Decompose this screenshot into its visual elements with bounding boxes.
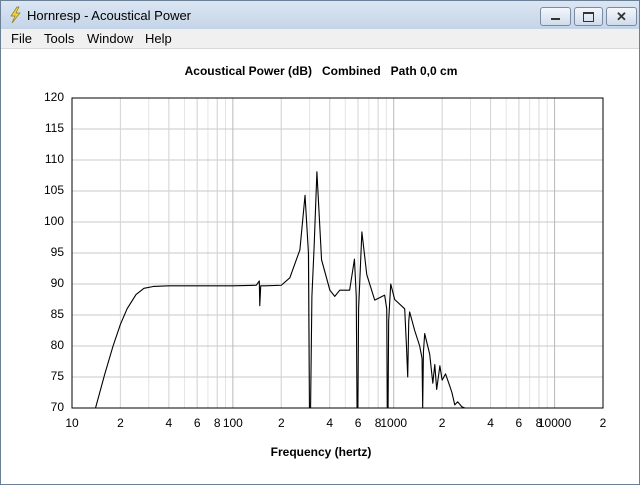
menu-item[interactable]: Tools	[44, 31, 75, 46]
x-tick-label: 4	[487, 416, 494, 430]
y-tick-label: 115	[45, 121, 64, 135]
x-tick-label: 6	[355, 416, 362, 430]
x-tick-label: 10000	[538, 416, 572, 430]
y-tick-label: 110	[45, 152, 64, 166]
title-bar: Hornresp - Acoustical Power ✕	[1, 1, 639, 29]
x-tick-label: 8	[536, 416, 543, 430]
data-line	[94, 171, 466, 408]
chart: Acoustical Power (dB) Combined Path 0,0 …	[44, 64, 607, 459]
window-title: Hornresp - Acoustical Power	[27, 8, 192, 23]
close-button[interactable]: ✕	[606, 7, 637, 26]
y-tick-label: 100	[44, 214, 64, 228]
y-tick-label: 120	[44, 90, 64, 104]
menu-item[interactable]: Help	[145, 31, 172, 46]
menu-item[interactable]: File	[11, 31, 32, 46]
x-tick-label: 1000	[380, 416, 407, 430]
x-tick-label: 4	[326, 416, 333, 430]
y-tick-label: 90	[51, 276, 65, 290]
x-tick-label: 2	[117, 416, 124, 430]
y-tick-label: 95	[51, 245, 65, 259]
maximize-button[interactable]	[574, 7, 603, 26]
x-tick-label: 2	[600, 416, 607, 430]
x-tick-label: 4	[166, 416, 173, 430]
plot-clip	[94, 171, 466, 408]
menu-item[interactable]: Window	[87, 31, 134, 46]
x-axis-label: Frequency (hertz)	[271, 445, 372, 459]
plot-frame	[71, 97, 604, 409]
y-tick-label: 85	[51, 307, 65, 321]
x-tick-label: 8	[214, 416, 221, 430]
y-tick-label: 105	[44, 183, 64, 197]
menu-bar: File Tools Window Help	[1, 29, 639, 49]
x-tick-label: 6	[194, 416, 201, 430]
y-tick-label: 70	[51, 400, 65, 414]
y-tick-label: 75	[51, 369, 65, 383]
x-tick-label: 6	[516, 416, 523, 430]
x-tick-label: 10	[65, 416, 79, 430]
y-tick-label: 80	[51, 338, 65, 352]
x-tick-label: 8	[375, 416, 382, 430]
x-tick-label: 2	[439, 416, 446, 430]
chart-title: Acoustical Power (dB) Combined Path 0,0 …	[185, 64, 458, 78]
x-tick-label: 2	[278, 416, 285, 430]
x-tick-label: 100	[223, 416, 243, 430]
minimize-button[interactable]	[540, 7, 571, 26]
app-icon	[10, 6, 21, 24]
